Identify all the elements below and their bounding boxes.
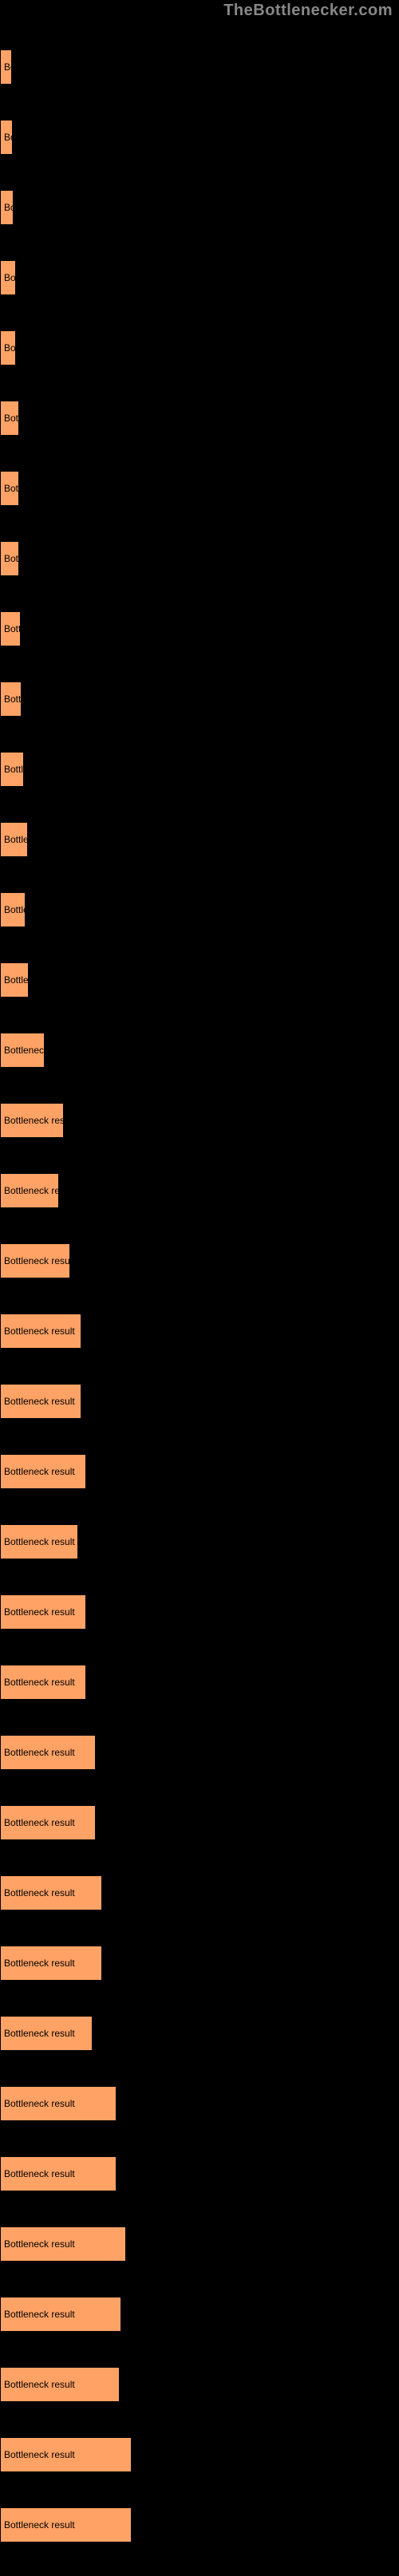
bar-row: Bottleneck result [0, 313, 399, 383]
bar: Bottleneck result [0, 962, 29, 998]
bar-row: Bottleneck result [0, 664, 399, 734]
bar-row: Bottleneck result [0, 594, 399, 664]
bar: Bottleneck result [0, 401, 19, 436]
bar: Bottleneck result [0, 1314, 81, 1349]
bar: Bottleneck result [0, 2156, 117, 2191]
bar-row: Bottleneck result [0, 2209, 399, 2279]
bar-row: Bottleneck result [0, 734, 399, 804]
bar: Bottleneck result [0, 1665, 86, 1700]
bar-row: Bottleneck result [0, 523, 399, 594]
bar: Bottleneck result [0, 2297, 121, 2332]
bar: Bottleneck result [0, 1454, 86, 1489]
bar: Bottleneck result [0, 2437, 132, 2472]
bar: Bottleneck result [0, 1875, 102, 1910]
bar: Bottleneck result [0, 1103, 64, 1138]
bar-row: Bottleneck result [0, 1436, 399, 1507]
bar-row: Bottleneck result [0, 1296, 399, 1366]
bar-row: Bottleneck result [0, 2068, 399, 2139]
bar-row: Bottleneck result [0, 383, 399, 453]
bar-row: Bottleneck result [0, 1858, 399, 1928]
bar-row: Bottleneck result [0, 1015, 399, 1085]
bar-row: Bottleneck result [0, 2139, 399, 2209]
bar-row: Bottleneck result [0, 1577, 399, 1647]
bar: Bottleneck result [0, 752, 24, 787]
bar: Bottleneck result [0, 2507, 132, 2542]
bar-row: Bottleneck result [0, 1788, 399, 1858]
bar: Bottleneck result [0, 1243, 70, 1278]
bar-row: Bottleneck result [0, 1507, 399, 1577]
bar-row: Bottleneck result [0, 875, 399, 945]
bar-row: Bottleneck result [0, 804, 399, 875]
bar: Bottleneck result [0, 892, 26, 927]
bar: Bottleneck result [0, 49, 12, 85]
bar-row: Bottleneck result [0, 172, 399, 243]
bar-row: Bottleneck result [0, 32, 399, 102]
bar: Bottleneck result [0, 471, 19, 506]
bar: Bottleneck result [0, 2367, 120, 2402]
bar: Bottleneck result [0, 330, 16, 365]
bar-row: Bottleneck result [0, 2490, 399, 2560]
bar-row: Bottleneck result [0, 1156, 399, 1226]
bar: Bottleneck result [0, 1033, 45, 1068]
bar: Bottleneck result [0, 682, 22, 717]
bar: Bottleneck result [0, 1173, 59, 1208]
bar-row: Bottleneck result [0, 243, 399, 313]
bar-row: Bottleneck result [0, 1226, 399, 1296]
bar-row: Bottleneck result [0, 1085, 399, 1156]
bar: Bottleneck result [0, 190, 14, 225]
bar-row: Bottleneck result [0, 1647, 399, 1717]
bar: Bottleneck result [0, 1384, 81, 1419]
bar: Bottleneck result [0, 120, 13, 155]
bar: Bottleneck result [0, 822, 28, 857]
bar: Bottleneck result [0, 611, 21, 646]
bar-row: Bottleneck result [0, 2279, 399, 2349]
bar-row: Bottleneck result [0, 2349, 399, 2420]
bar-row: Bottleneck result [0, 945, 399, 1015]
bar: Bottleneck result [0, 1594, 86, 1630]
bar-row: Bottleneck result [0, 2420, 399, 2490]
bar: Bottleneck result [0, 260, 16, 295]
bar-row: Bottleneck result [0, 102, 399, 172]
bar: Bottleneck result [0, 2086, 117, 2121]
bar: Bottleneck result [0, 2016, 93, 2051]
bar: Bottleneck result [0, 1524, 78, 1559]
bar-row: Bottleneck result [0, 453, 399, 523]
bar: Bottleneck result [0, 2226, 126, 2262]
watermark-text: TheBottlenecker.com [223, 2, 393, 20]
bar-row: Bottleneck result [0, 1366, 399, 1436]
bar: Bottleneck result [0, 541, 19, 576]
bar-row: Bottleneck result [0, 1998, 399, 2068]
bar: Bottleneck result [0, 1735, 96, 1770]
bar-row: Bottleneck result [0, 1928, 399, 1998]
bar-row: Bottleneck result [0, 1717, 399, 1788]
bar: Bottleneck result [0, 1805, 96, 1840]
bar: Bottleneck result [0, 1946, 102, 1981]
bar-chart: Bottleneck result Bottleneck result Bottle… [0, 0, 399, 2576]
